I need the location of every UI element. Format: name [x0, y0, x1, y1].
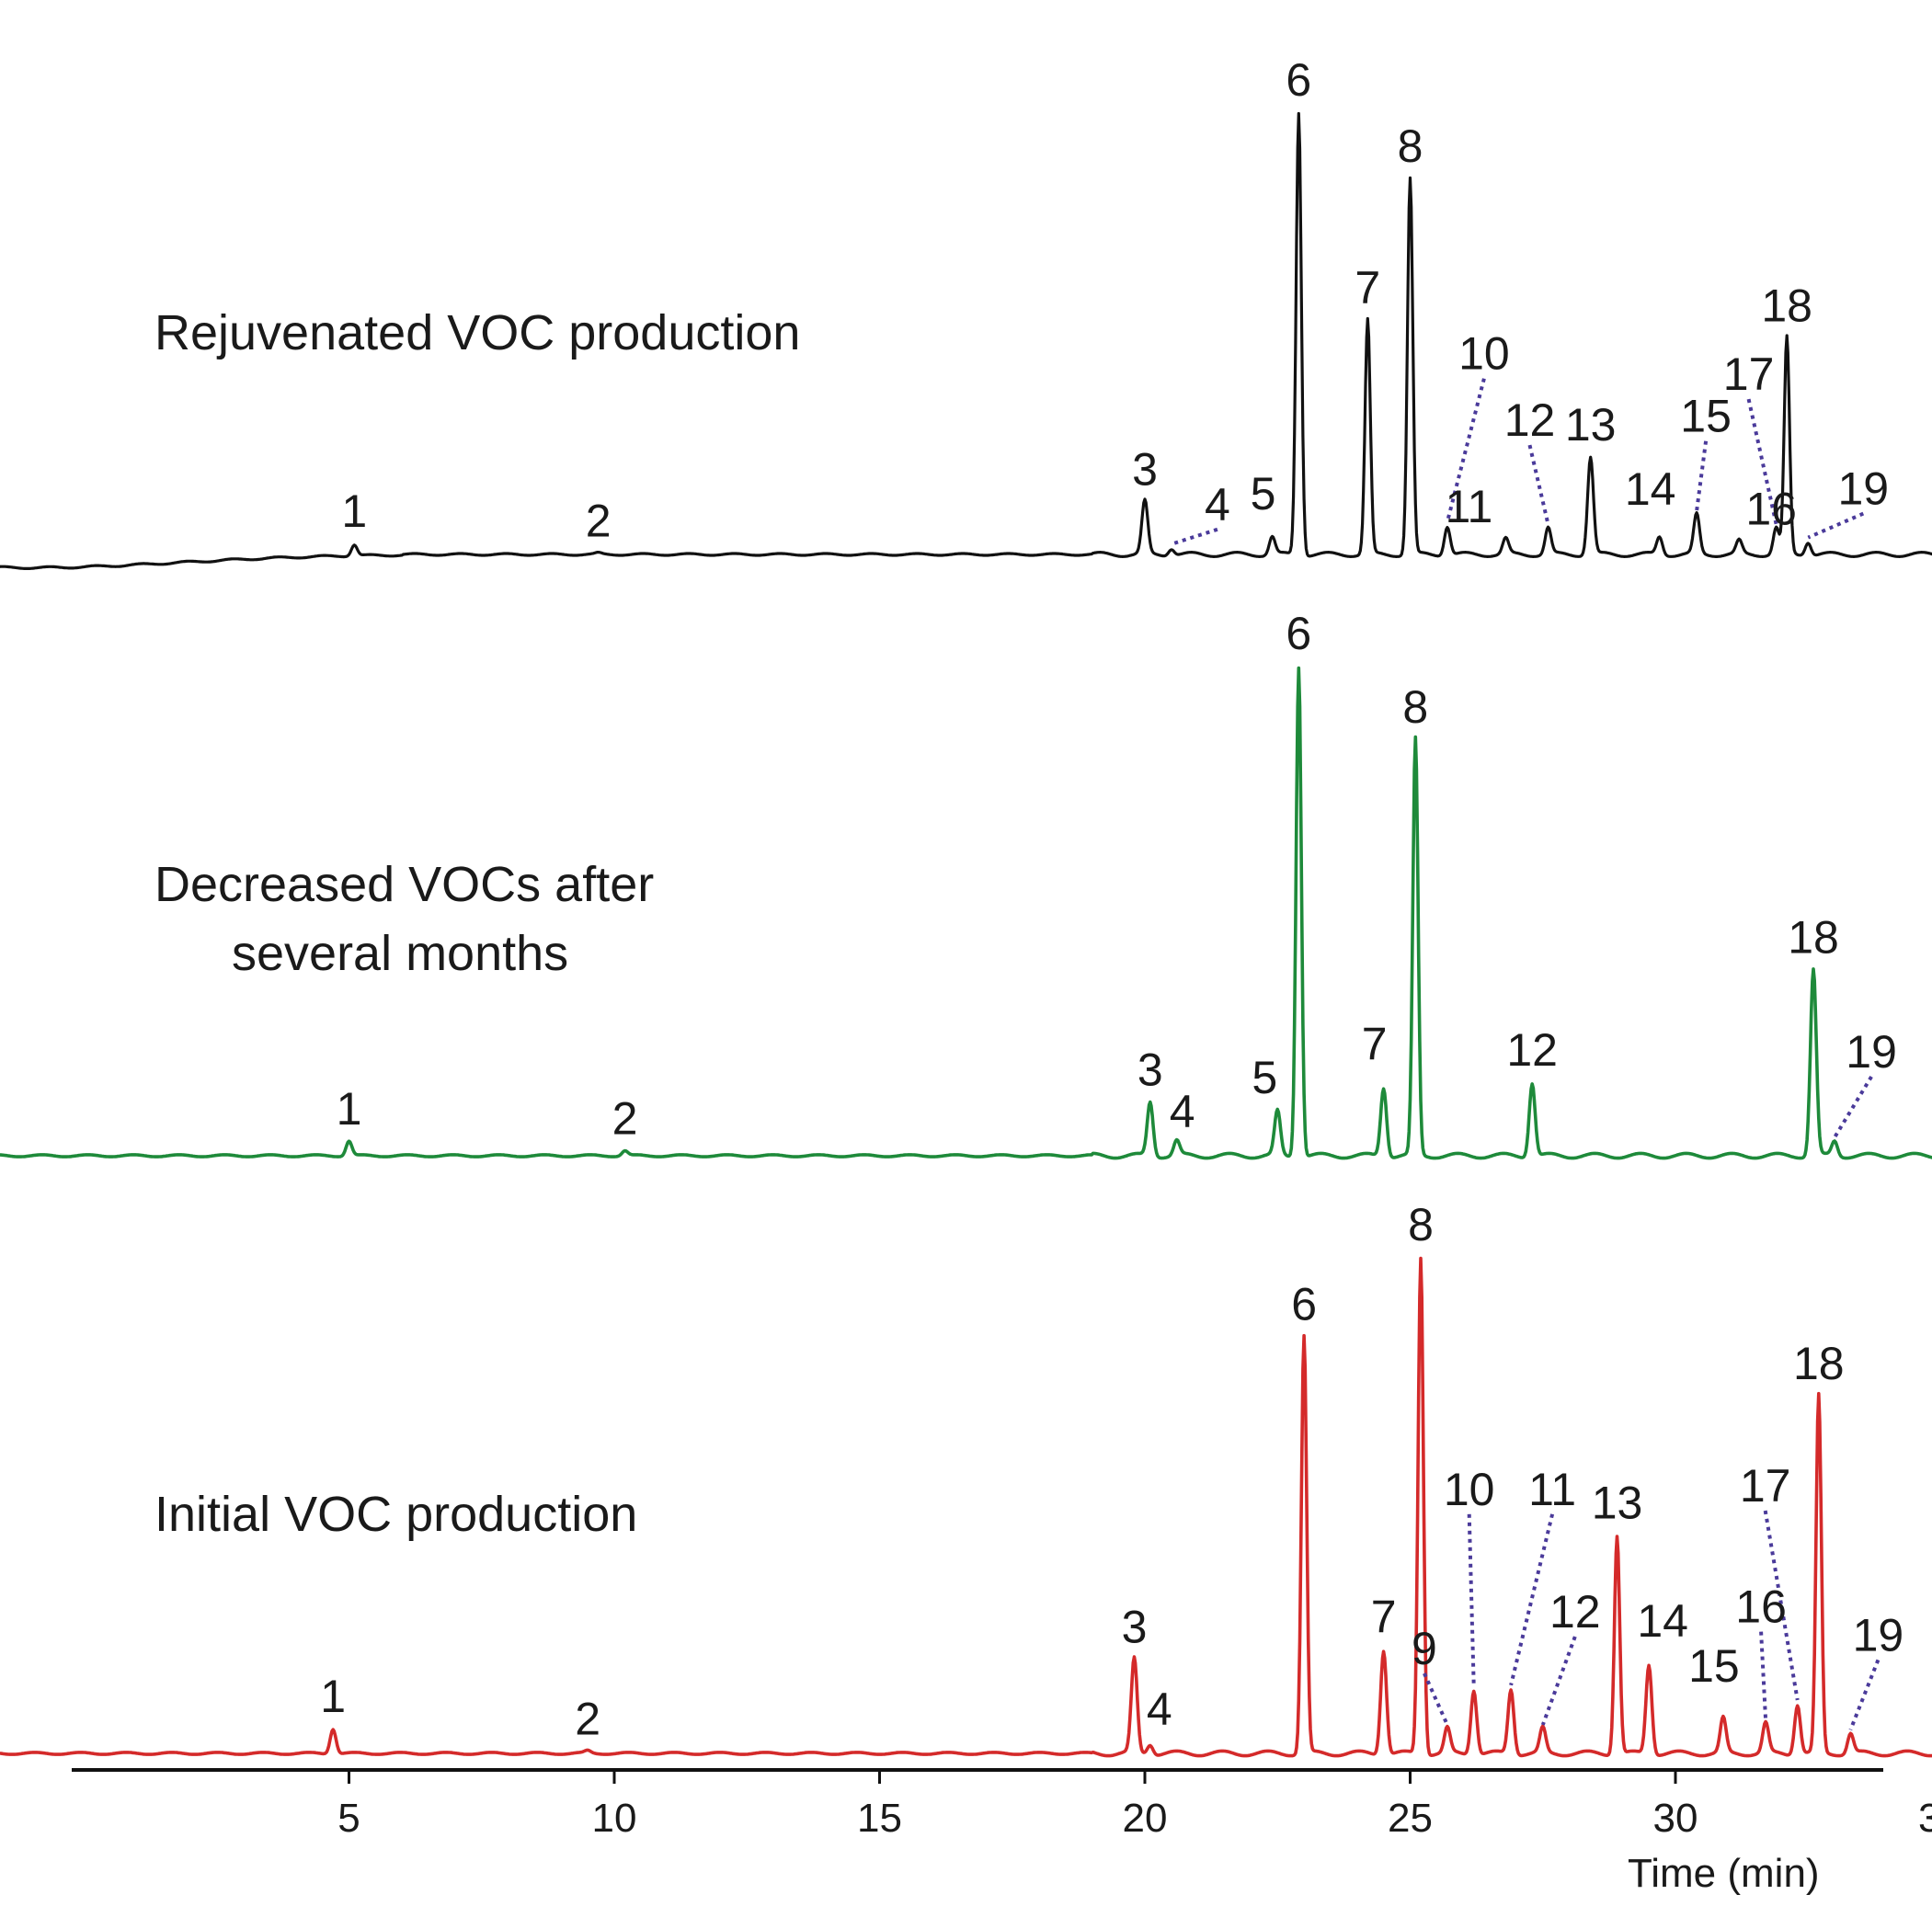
peak-label-1: 1	[337, 1083, 362, 1135]
x-tick-label-5: 5	[337, 1796, 360, 1841]
x-axis-ticks: 5 10 15 20 25 30 35	[337, 1770, 1932, 1841]
trace-label-initial: Initial VOC production	[154, 1487, 637, 1542]
peak-label-8: 8	[1402, 681, 1428, 733]
peak-label-10: 10	[1444, 1464, 1495, 1515]
peak-leader-line-19	[1833, 1075, 1873, 1139]
peak-label-19: 19	[1846, 1026, 1897, 1078]
peak-label-4: 4	[1205, 479, 1230, 531]
peak-label-5: 5	[1252, 1052, 1277, 1103]
peak-label-8: 8	[1398, 120, 1423, 172]
peak-label-19: 19	[1853, 1609, 1904, 1661]
peak-label-1: 1	[341, 485, 367, 537]
peak-label-11: 11	[1528, 1464, 1576, 1515]
peak-leader-line-12	[1527, 444, 1550, 525]
x-tick-label-15: 15	[857, 1796, 902, 1841]
peak-label-4: 4	[1170, 1086, 1195, 1137]
x-tick-label-20: 20	[1123, 1796, 1168, 1841]
peak-label-7: 7	[1371, 1592, 1397, 1643]
peak-label-17: 17	[1740, 1460, 1791, 1512]
peak-label-16: 16	[1745, 484, 1797, 535]
peak-label-7: 7	[1355, 262, 1380, 314]
peak-label-7: 7	[1362, 1018, 1388, 1069]
trace-line-rejuvenated	[0, 111, 1932, 570]
peak-leader-line-10	[1467, 1513, 1476, 1685]
peak-label-9: 9	[1412, 1623, 1437, 1674]
peak-label-2: 2	[586, 496, 612, 547]
peak-label-6: 6	[1291, 1278, 1317, 1330]
peak-label-3: 3	[1122, 1601, 1148, 1652]
trace-label-decreased-line1: Decreased VOCs after	[154, 857, 654, 912]
peak-label-18: 18	[1761, 280, 1812, 331]
x-tick-label-35: 35	[1918, 1796, 1932, 1841]
peak-leader-lines	[1171, 378, 1881, 1731]
peak-label-1: 1	[320, 1671, 346, 1722]
peak-label-8: 8	[1408, 1199, 1434, 1250]
peak-label-19: 19	[1837, 463, 1889, 515]
peak-label-3: 3	[1132, 443, 1158, 495]
peak-label-13: 13	[1592, 1477, 1643, 1528]
peak-label-4: 4	[1147, 1684, 1172, 1735]
peak-leader-line-19	[1807, 511, 1865, 540]
peak-label-13: 13	[1565, 399, 1617, 451]
x-axis-title: Time (min)	[1628, 1851, 1820, 1896]
peak-label-18: 18	[1788, 912, 1839, 964]
peak-label-6: 6	[1286, 608, 1311, 659]
x-tick-label-10: 10	[592, 1796, 637, 1841]
peak-leader-line-17	[1763, 1510, 1800, 1701]
peak-label-2: 2	[612, 1093, 638, 1145]
peak-label-2: 2	[575, 1693, 600, 1744]
peak-label-3: 3	[1137, 1044, 1163, 1095]
peak-label-18: 18	[1793, 1338, 1845, 1389]
trace-label-rejuvenated: Rejuvenated VOC production	[154, 305, 800, 360]
peak-label-12: 12	[1504, 394, 1556, 446]
peak-label-12: 12	[1506, 1024, 1558, 1076]
peak-label-10: 10	[1458, 328, 1510, 380]
x-tick-label-30: 30	[1653, 1796, 1698, 1841]
peak-leader-line-16	[1759, 1631, 1768, 1720]
peak-leader-line-15	[1695, 440, 1709, 511]
x-tick-label-25: 25	[1388, 1796, 1433, 1841]
trace-line-initial	[0, 1256, 1932, 1758]
peak-label-17: 17	[1723, 348, 1775, 400]
peak-label-14: 14	[1625, 463, 1676, 515]
peak-label-6: 6	[1286, 54, 1311, 106]
peak-label-11: 11	[1445, 481, 1492, 532]
peak-label-12: 12	[1549, 1586, 1601, 1638]
peak-label-15: 15	[1688, 1640, 1740, 1692]
trace-label-decreased-line2: several months	[232, 926, 568, 981]
peak-label-5: 5	[1251, 468, 1276, 519]
peak-label-16: 16	[1735, 1581, 1787, 1633]
peak-label-14: 14	[1637, 1595, 1688, 1647]
peak-leader-line-9	[1423, 1672, 1449, 1726]
peak-label-15: 15	[1680, 391, 1732, 442]
trace-line-decreased	[0, 666, 1932, 1160]
